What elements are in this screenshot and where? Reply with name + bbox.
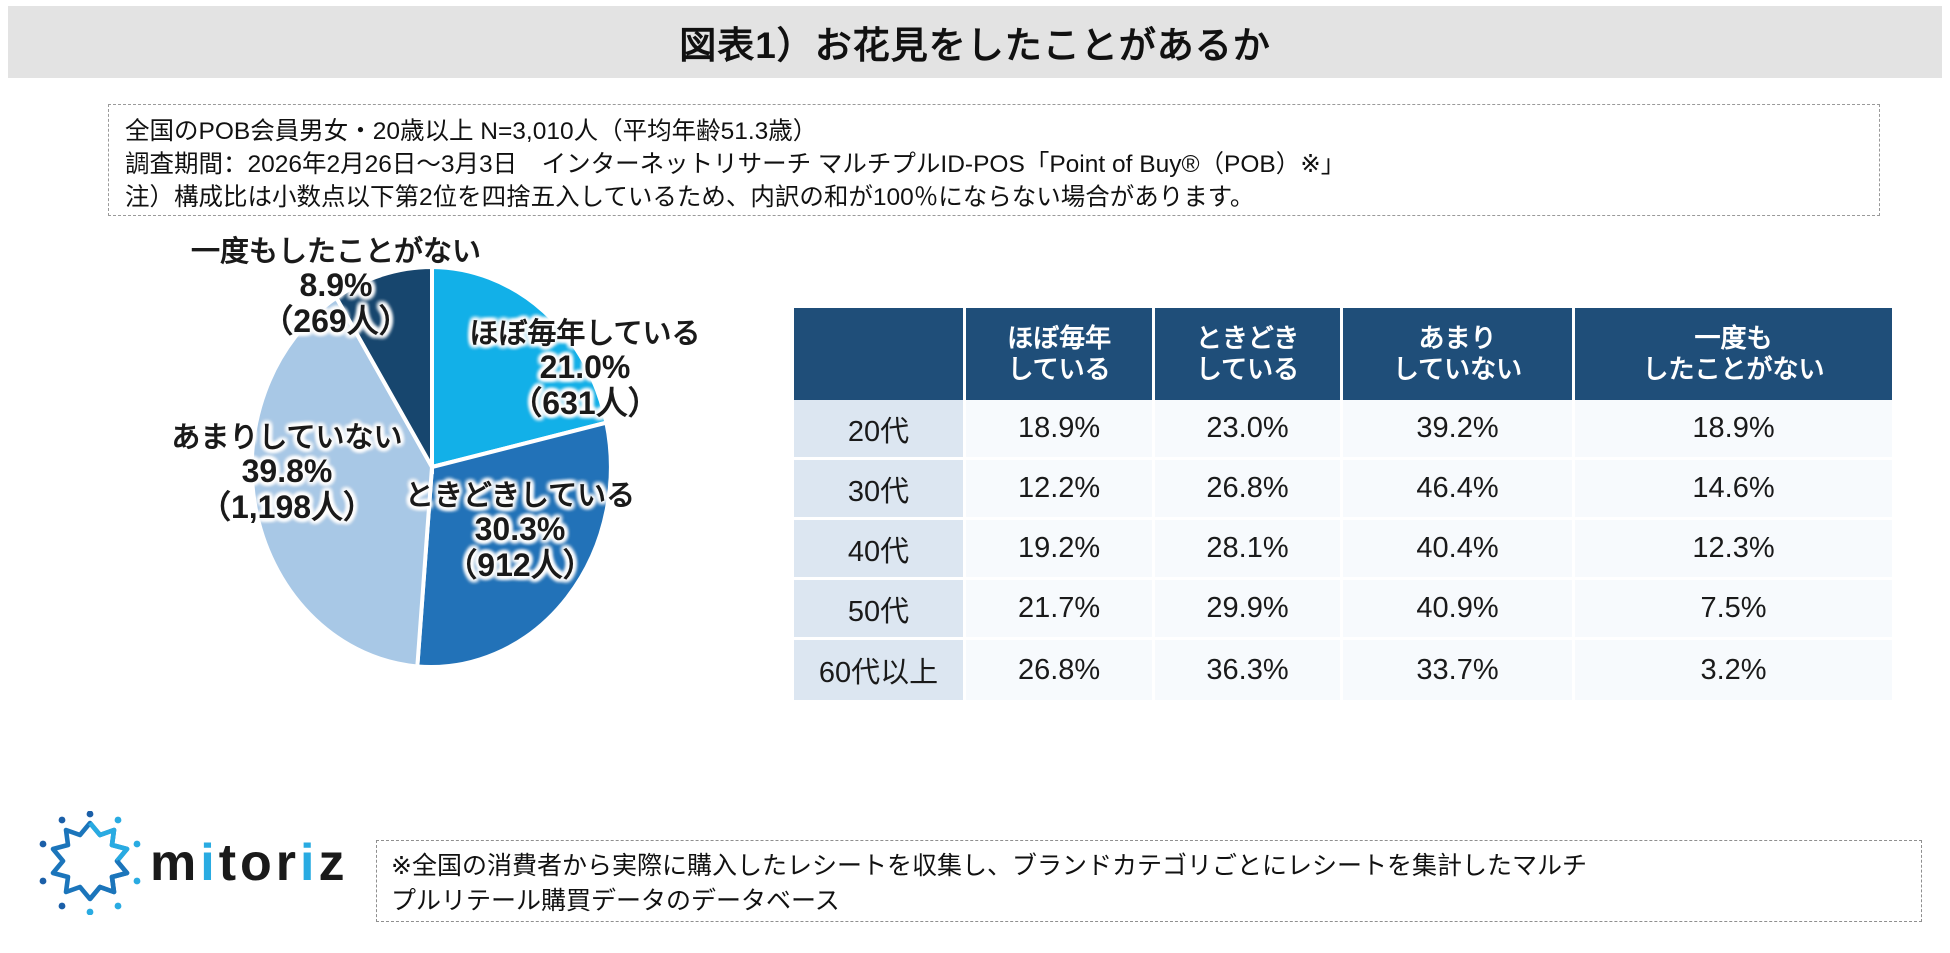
pie-chart-svg (249, 264, 613, 669)
table-col-never-line1: 一度も (1694, 322, 1773, 353)
table-cell: 40.9% (1342, 580, 1576, 640)
table-cell: 12.2% (966, 460, 1156, 520)
age-crosstab-table: ほぼ毎年 している ときどき している あまり していない 一度も したことがな… (794, 308, 1892, 700)
title-band: 図表1）お花見をしたことがあるか (8, 6, 1942, 78)
table-col-rarely-line2: していない (1392, 354, 1523, 384)
table-col-never-line2: したことがない (1642, 354, 1825, 384)
mitoriz-logo: mitoriz (38, 808, 348, 918)
pie-label-sometimes-name: ときどきしている (404, 480, 636, 512)
table-col-sometimes: ときどき している (1155, 308, 1343, 400)
pie-chart: 一度もしたことがない 8.9% （269人） ほぼ毎年している 21.0% （6… (117, 236, 760, 680)
pie-label-sometimes: ときどきしている 30.3% （912人） (355, 480, 685, 584)
table-cell: 18.9% (1575, 400, 1892, 460)
table-cell: 12.3% (1575, 520, 1892, 580)
table-row: 40代 19.2% 28.1% 40.4% 12.3% (794, 520, 1892, 580)
pie-label-every-year-percent: 21.0% (539, 349, 631, 386)
mitoriz-wordmark: mitoriz (150, 833, 348, 893)
footnote-line-2: プルリテール購買データのデータベース (391, 887, 840, 915)
pie-slice-every-year (430, 264, 609, 470)
survey-info-line-3: 注）構成比は小数点以下第2位を四捨五入しているため、内訳の和が100％にならない… (125, 184, 1255, 211)
table-col-rarely-line1: あまり (1418, 322, 1497, 353)
pie-label-every-year-count: （631人） (510, 385, 660, 422)
logo-text-z: z (318, 834, 349, 892)
table-cell: 26.8% (966, 640, 1156, 700)
pie-label-rarely: あまりしていない 39.8% （1,198人） (117, 422, 457, 526)
table-cell: 33.7% (1342, 640, 1576, 700)
footnote-line-1: ※全国の消費者から実際に購入したレシートを収集し、ブランドカテゴリごとにレシート… (391, 852, 1587, 880)
table-row-label: 20代 (794, 400, 966, 460)
survey-info-line-1: 全国のPOB会員男女・20歳以上 N=3,010人（平均年齢51.3歳） (125, 118, 818, 145)
table-body: 20代 18.9% 23.0% 39.2% 18.9% 30代 12.2% 26… (794, 400, 1892, 700)
table-col-rarely: あまり していない (1342, 308, 1576, 400)
table-header: ほぼ毎年 している ときどき している あまり していない 一度も したことがな… (794, 308, 1892, 400)
pie-label-rarely-percent: 39.8% (241, 453, 333, 490)
table-cell: 7.5% (1575, 580, 1892, 640)
table-cell: 28.1% (1155, 520, 1343, 580)
mitoriz-starburst-icon (39, 811, 141, 915)
table-row-label: 40代 (794, 520, 966, 580)
table-col-sometimes-line1: ときどき (1195, 322, 1300, 353)
table-col-every-year-line2: している (1007, 354, 1111, 384)
logo-text-m: m (150, 834, 201, 892)
pie-label-rarely-count: （1,198人） (198, 489, 376, 526)
table-row: 60代以上 26.8% 36.3% 33.7% 3.2% (794, 640, 1892, 700)
table-col-never: 一度も したことがない (1575, 308, 1892, 400)
table-cell: 46.4% (1342, 460, 1576, 520)
pie-label-every-year: ほぼ毎年している 21.0% （631人） (420, 318, 750, 422)
table-cell: 21.7% (966, 580, 1156, 640)
table-cell: 3.2% (1575, 640, 1892, 700)
table-col-sometimes-line2: している (1195, 354, 1300, 384)
table-cell: 23.0% (1155, 400, 1343, 460)
table-cell: 14.6% (1575, 460, 1892, 520)
table-row-label: 60代以上 (794, 640, 966, 700)
footnote-box: ※全国の消費者から実際に購入したレシートを収集し、ブランドカテゴリごとにレシート… (376, 840, 1922, 922)
page-title: 図表1）お花見をしたことがあるか (679, 25, 1271, 66)
table-cell: 36.3% (1155, 640, 1343, 700)
table-cell: 40.4% (1342, 520, 1576, 580)
pie-label-never-name: 一度もしたことがない (190, 236, 481, 268)
pie-label-sometimes-percent: 30.3% (474, 511, 566, 548)
table-cell: 18.9% (966, 400, 1156, 460)
logo-text-i2: i (300, 834, 319, 892)
logo-text-i1: i (200, 834, 219, 892)
survey-info-box: 全国のPOB会員男女・20歳以上 N=3,010人（平均年齢51.3歳） 調査期… (108, 104, 1880, 216)
table-col-every-year-line1: ほぼ毎年 (1007, 322, 1112, 353)
table-header-row: ほぼ毎年 している ときどき している あまり していない 一度も したことがな… (794, 308, 1892, 400)
pie-label-every-year-name: ほぼ毎年している (469, 318, 701, 350)
pie-label-never-count: （269人） (261, 303, 411, 340)
table-corner-cell (794, 308, 966, 400)
survey-info-line-2: 調査期間：2026年2月26日〜3月3日 インターネットリサーチ マルチプルID… (125, 151, 1346, 178)
logo-text-tor: tor (218, 834, 301, 892)
table-cell: 26.8% (1155, 460, 1343, 520)
table-row: 50代 21.7% 29.9% 40.9% 7.5% (794, 580, 1892, 640)
pie-label-never: 一度もしたことがない 8.9% （269人） (156, 236, 516, 340)
pie-slice-never (333, 264, 434, 475)
table-row: 20代 18.9% 23.0% 39.2% 18.9% (794, 400, 1892, 460)
table-row: 30代 12.2% 26.8% 46.4% 14.6% (794, 460, 1892, 520)
pie-label-rarely-name: あまりしていない (171, 422, 403, 454)
table-row-label: 30代 (794, 460, 966, 520)
pie-slice-sometimes (415, 420, 613, 669)
pie-label-sometimes-count: （912人） (445, 547, 595, 584)
table-cell: 29.9% (1155, 580, 1343, 640)
table-row-label: 50代 (794, 580, 966, 640)
table-col-every-year: ほぼ毎年 している (966, 308, 1156, 400)
pie-label-never-percent: 8.9% (299, 267, 373, 304)
table-cell: 39.2% (1342, 400, 1576, 460)
table-cell: 19.2% (966, 520, 1156, 580)
